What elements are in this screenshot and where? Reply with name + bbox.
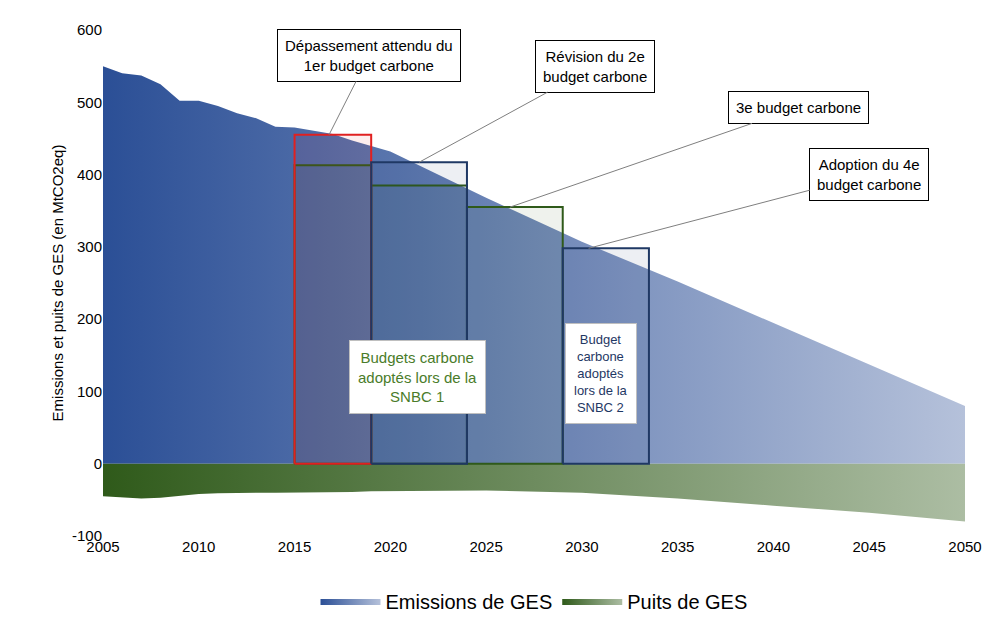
svg-text:-100: -100 <box>72 527 102 544</box>
svg-text:2005: 2005 <box>86 538 119 555</box>
svg-text:2050: 2050 <box>948 538 981 555</box>
svg-text:100: 100 <box>77 383 102 400</box>
svg-text:Révision du 2ebudget carbone: Révision du 2ebudget carbone <box>543 48 647 85</box>
svg-text:Dépassement attendu du1er budg: Dépassement attendu du1er budget carbone <box>285 37 453 74</box>
svg-text:200: 200 <box>77 310 102 327</box>
svg-text:2035: 2035 <box>661 538 694 555</box>
svg-text:2025: 2025 <box>469 538 502 555</box>
svg-text:Emissions et puits de GES (en: Emissions et puits de GES (en MtCO2eq) <box>49 145 66 422</box>
svg-text:Budgets carboneadoptés lors de: Budgets carboneadoptés lors de laSNBC 1 <box>358 349 477 405</box>
svg-text:2010: 2010 <box>182 538 215 555</box>
svg-text:Emissions de GES: Emissions de GES <box>386 591 553 613</box>
svg-text:3e budget carbone: 3e budget carbone <box>736 99 861 116</box>
svg-text:300: 300 <box>77 238 102 255</box>
svg-text:400: 400 <box>77 166 102 183</box>
svg-text:2040: 2040 <box>757 538 790 555</box>
svg-text:Adoption du 4ebudget carbone: Adoption du 4ebudget carbone <box>817 156 921 193</box>
svg-text:2015: 2015 <box>278 538 311 555</box>
svg-text:2030: 2030 <box>565 538 598 555</box>
svg-text:0: 0 <box>94 455 102 472</box>
svg-text:500: 500 <box>77 94 102 111</box>
svg-text:600: 600 <box>77 21 102 38</box>
svg-text:2020: 2020 <box>374 538 407 555</box>
svg-text:2045: 2045 <box>853 538 886 555</box>
svg-text:Budgetcarboneadoptéslors de la: Budgetcarboneadoptéslors de laSNBC 2 <box>574 332 628 415</box>
svg-text:Puits de GES: Puits de GES <box>627 591 747 613</box>
